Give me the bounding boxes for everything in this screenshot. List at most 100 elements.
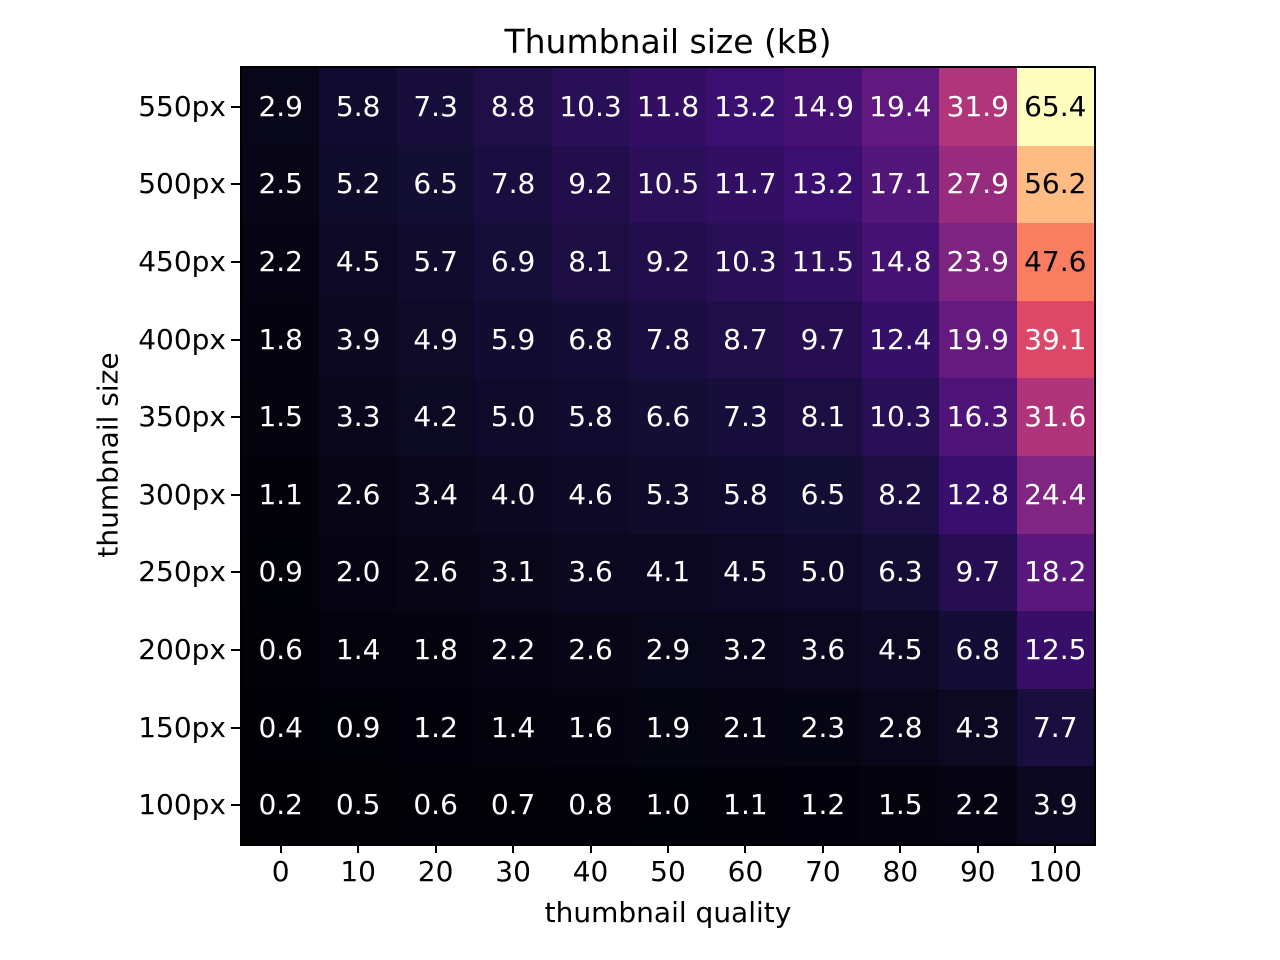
heatmap-cell: 5.2	[319, 145, 397, 224]
heatmap-cell: 31.6	[1016, 378, 1094, 456]
heatmap-cell: 2.3	[784, 688, 862, 767]
y-tick-mark	[231, 804, 240, 807]
heatmap-cell: 0.6	[242, 611, 320, 689]
heatmap-cell: 11.5	[784, 223, 862, 301]
x-tick-label: 70	[805, 855, 841, 888]
heatmap-cell: 11.8	[629, 68, 707, 146]
heatmap-cell: 56.2	[1016, 145, 1094, 224]
heatmap-cell: 3.9	[1016, 766, 1094, 844]
y-tick-mark	[231, 416, 240, 419]
heatmap-cell: 65.4	[1016, 68, 1094, 146]
heatmap-cell: 14.9	[784, 68, 862, 146]
heatmap-cell: 8.8	[474, 68, 552, 146]
heatmap-cell: 27.9	[939, 145, 1017, 224]
heatmap-cell: 14.8	[861, 223, 940, 301]
heatmap-cell: 2.9	[629, 611, 707, 689]
heatmap-cell: 1.8	[396, 611, 475, 689]
heatmap-cell: 9.2	[551, 145, 630, 224]
x-tick-mark	[744, 844, 747, 853]
y-tick-label: 550px	[138, 89, 226, 123]
x-tick-label: 30	[495, 855, 531, 888]
heatmap-cell: 6.6	[629, 378, 707, 456]
heatmap-cell: 3.2	[706, 611, 785, 689]
heatmap-cell: 19.9	[939, 300, 1017, 379]
heatmap-cell: 2.2	[474, 611, 552, 689]
heatmap-cell: 3.6	[551, 533, 630, 612]
heatmap-cell: 10.3	[706, 223, 785, 301]
x-tick-label: 20	[417, 855, 454, 888]
x-tick-label: 80	[882, 855, 919, 888]
heatmap-cell: 5.8	[551, 378, 630, 456]
heatmap-cell: 2.6	[319, 455, 397, 534]
heatmap-cell: 5.8	[319, 68, 397, 146]
heatmap-cell: 19.4	[861, 68, 940, 146]
heatmap-cell: 10.3	[861, 378, 940, 456]
y-tick-label: 250px	[138, 555, 226, 589]
heatmap-cell: 5.7	[396, 223, 475, 301]
heatmap-cell: 6.5	[784, 455, 862, 534]
heatmap-cell: 3.4	[396, 455, 475, 534]
y-tick-mark	[231, 649, 240, 651]
heatmap-cell: 6.3	[861, 533, 940, 612]
heatmap-cell: 2.6	[396, 533, 475, 612]
heatmap-cell: 2.8	[861, 688, 940, 767]
heatmap-cell: 6.8	[939, 611, 1017, 689]
heatmap-cell: 1.4	[319, 611, 397, 689]
heatmap-cell: 4.9	[396, 300, 475, 379]
heatmap-cell: 0.6	[396, 766, 475, 844]
x-tick-label: 100	[1028, 855, 1082, 888]
x-tick-label: 50	[650, 855, 686, 888]
x-tick-mark	[976, 844, 979, 853]
heatmap-cell: 2.9	[242, 68, 320, 146]
y-tick-label: 350px	[138, 400, 226, 434]
x-tick-mark	[667, 844, 669, 853]
heatmap-cell: 1.5	[242, 378, 320, 456]
heatmap-cell: 2.5	[242, 145, 320, 224]
heatmap-cell: 6.9	[474, 223, 552, 301]
x-tick-mark	[899, 844, 902, 853]
heatmap-cell: 31.9	[939, 68, 1017, 146]
heatmap-cell: 6.5	[396, 145, 475, 224]
heatmap-cell: 7.3	[706, 378, 785, 456]
heatmap-cell: 23.9	[939, 223, 1017, 301]
heatmap-cell: 2.2	[242, 223, 320, 301]
heatmap-cell: 2.2	[939, 766, 1017, 844]
heatmap-cell: 0.5	[319, 766, 397, 844]
heatmap-cell: 13.2	[706, 68, 785, 146]
heatmap-cell: 11.7	[706, 145, 785, 224]
x-tick-mark	[279, 844, 282, 853]
heatmap-cell: 13.2	[784, 145, 862, 224]
heatmap-cell: 12.8	[939, 455, 1017, 534]
heatmap-cell: 2.6	[551, 611, 630, 689]
heatmap-cell: 10.5	[629, 145, 707, 224]
y-tick-mark	[231, 261, 240, 263]
x-tick-label: 10	[340, 855, 376, 888]
heatmap-cell: 8.1	[551, 223, 630, 301]
heatmap-cell: 8.2	[861, 455, 940, 534]
x-tick-mark	[589, 844, 592, 853]
y-tick-label: 300px	[138, 477, 226, 511]
heatmap-cell: 1.1	[706, 766, 785, 844]
heatmap-cell: 2.0	[319, 533, 397, 612]
heatmap-cell: 3.9	[319, 300, 397, 379]
heatmap-cell: 10.3	[551, 68, 630, 146]
x-tick-mark	[1054, 844, 1057, 853]
y-tick-mark	[231, 493, 240, 496]
heatmap-cell: 5.0	[784, 533, 862, 612]
heatmap-cell: 4.6	[551, 455, 630, 534]
heatmap-cell: 1.9	[629, 688, 707, 767]
y-tick-mark	[231, 183, 240, 186]
heatmap-cell: 4.5	[861, 611, 940, 689]
chart-title: Thumbnail size (kB)	[504, 22, 832, 61]
heatmap-cell: 39.1	[1016, 300, 1094, 379]
heatmap-cell: 6.8	[551, 300, 630, 379]
heatmap-cell: 24.4	[1016, 455, 1094, 534]
heatmap-cell: 12.5	[1016, 611, 1094, 689]
x-tick-mark	[434, 844, 437, 853]
heatmap-cell: 7.3	[396, 68, 475, 146]
heatmap-cell: 0.7	[474, 766, 552, 844]
x-axis-label: thumbnail quality	[544, 896, 792, 929]
x-tick-label: 90	[959, 855, 996, 888]
heatmap-cell: 4.0	[474, 455, 552, 534]
